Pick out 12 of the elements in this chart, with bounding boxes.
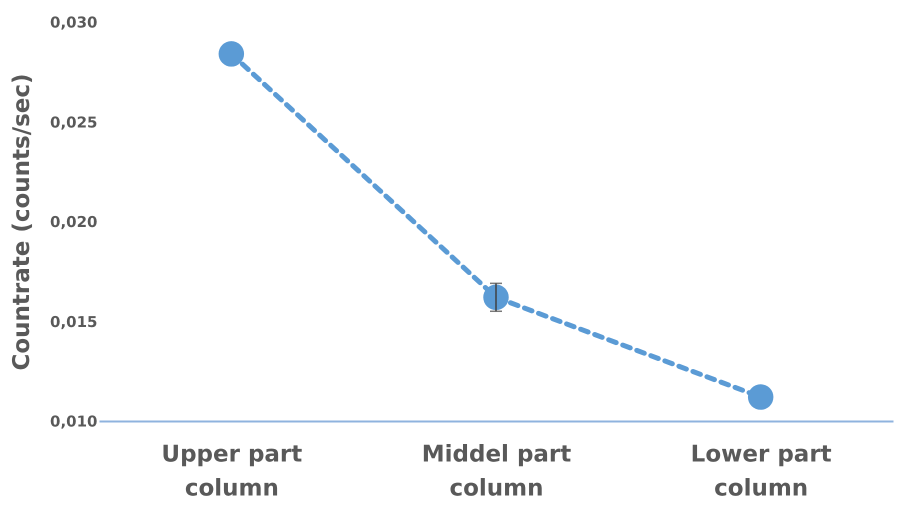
y-tick-label: 0,010 (50, 412, 98, 430)
y-tick-label: 0,015 (50, 312, 98, 331)
y-axis-title: Countrate (counts/sec) (9, 73, 36, 371)
y-tick-label: 0,020 (50, 213, 98, 231)
x-tick-label: Lower part column (690, 442, 832, 502)
y-tick-label: 0,025 (50, 113, 98, 132)
x-tick-label: Middel part column (422, 442, 572, 502)
x-tick-label: Upper part column (161, 442, 302, 502)
point (483, 284, 509, 310)
y-tick-label: 0,030 (50, 14, 98, 32)
point (218, 41, 244, 67)
point (748, 384, 774, 410)
